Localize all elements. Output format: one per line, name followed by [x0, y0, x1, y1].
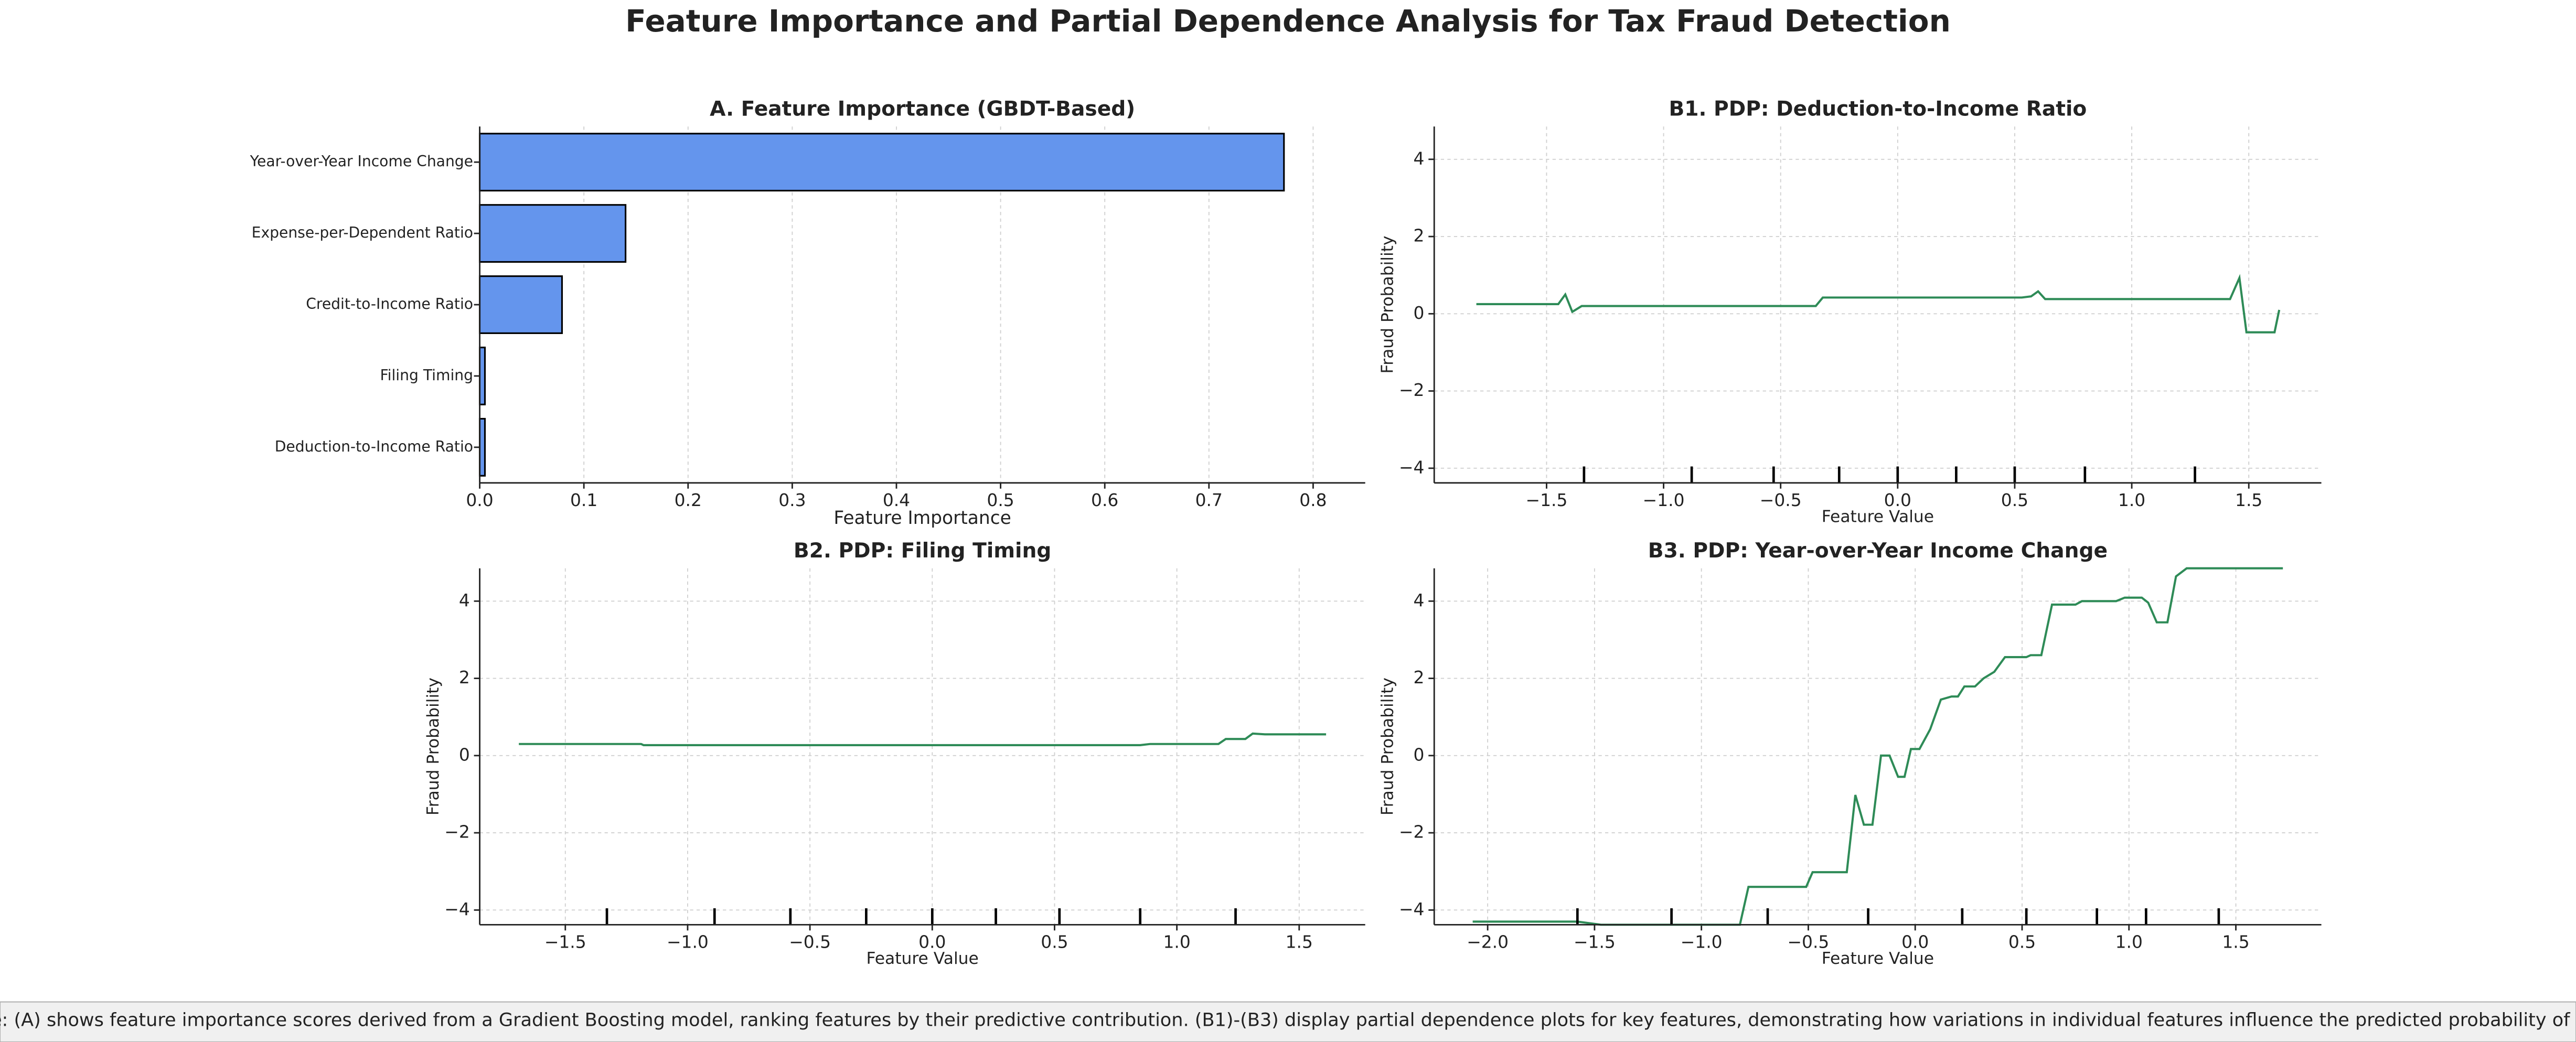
x-tick-label: 0.2 — [675, 490, 702, 510]
bar — [478, 133, 1285, 192]
bar — [478, 204, 627, 263]
x-axis-label: Feature Importance — [833, 508, 1011, 529]
x-tick-label: 0.6 — [1091, 490, 1118, 510]
panel-title: B2. PDP: Filing Timing — [794, 539, 1051, 563]
x-tick-label: 1.0 — [2118, 490, 2145, 510]
x-tick-label: 0.0 — [1884, 490, 1911, 510]
x-tick-label: 1.0 — [2115, 931, 2143, 952]
x-tick-label: 0.0 — [918, 931, 946, 952]
pdp-line — [1472, 567, 2283, 926]
x-tick-label: 1.5 — [2235, 490, 2262, 510]
x-axis-label: Feature Value — [1822, 508, 1934, 527]
y-tick-label: −2 — [1399, 822, 1424, 842]
caption-box — [0, 1001, 2576, 1042]
x-axis-label: Feature Value — [1822, 949, 1934, 968]
x-tick-label: 0.5 — [2001, 490, 2028, 510]
y-tick-label: −4 — [1399, 457, 1424, 477]
x-tick-label: −0.5 — [1788, 931, 1830, 952]
x-tick-label: −1.0 — [1643, 490, 1685, 510]
category-label: Credit-to-Income Ratio — [306, 295, 473, 313]
panel-title: B1. PDP: Deduction-to-Income Ratio — [1669, 97, 2087, 121]
pdp-line — [519, 732, 1327, 746]
x-tick-label: −1.0 — [667, 931, 709, 952]
x-tick-label: 0.5 — [1041, 931, 1068, 952]
y-tick-label: 0 — [1414, 744, 1425, 765]
x-tick-label: −1.5 — [1526, 490, 1568, 510]
category-label: Year-over-Year Income Change — [250, 153, 473, 170]
y-tick-label: −4 — [1399, 899, 1424, 919]
y-axis-label: Fraud Probability — [424, 678, 443, 815]
x-tick-label: −0.5 — [789, 931, 831, 952]
y-tick-label: 4 — [1414, 590, 1425, 610]
pdp-line — [1476, 274, 2281, 334]
x-tick-label: −0.5 — [1760, 490, 1802, 510]
figure-title: Feature Importance and Partial Dependenc… — [625, 3, 1951, 39]
category-label: Deduction-to-Income Ratio — [275, 438, 473, 455]
category-label: Filing Timing — [380, 367, 474, 384]
x-tick-label: 0.5 — [2008, 931, 2036, 952]
y-tick-label: 0 — [459, 744, 470, 765]
x-tick-label: 0.0 — [1901, 931, 1929, 952]
y-tick-label: −2 — [1399, 380, 1424, 400]
category-label: Expense-per-Dependent Ratio — [252, 224, 473, 241]
x-tick-label: 0.5 — [987, 490, 1014, 510]
y-tick-label: 2 — [1414, 225, 1425, 246]
panel-title: A. Feature Importance (GBDT-Based) — [710, 97, 1135, 121]
x-tick-label: 1.5 — [1286, 931, 1313, 952]
y-tick-label: 2 — [459, 667, 470, 687]
y-tick-label: 4 — [1414, 148, 1425, 168]
bar — [478, 347, 486, 405]
x-tick-label: 0.8 — [1299, 490, 1327, 510]
x-tick-label: 0.1 — [570, 490, 597, 510]
y-tick-label: 0 — [1414, 303, 1425, 323]
panel-title: B3. PDP: Year-over-Year Income Change — [1648, 539, 2108, 563]
y-tick-label: 4 — [459, 590, 470, 610]
y-tick-label: 2 — [1414, 667, 1425, 687]
x-tick-label: −2.0 — [1467, 931, 1509, 952]
figure-caption: Figure: (A) shows feature importance sco… — [0, 1009, 2576, 1031]
y-axis-label: Fraud Probability — [1378, 678, 1397, 815]
x-tick-label: −1.0 — [1681, 931, 1723, 952]
y-tick-label: −2 — [444, 822, 469, 842]
y-tick-label: −4 — [444, 899, 469, 919]
x-tick-label: 0.4 — [883, 490, 910, 510]
x-tick-label: 1.0 — [1163, 931, 1190, 952]
x-tick-label: 0.3 — [778, 490, 806, 510]
bar — [478, 275, 563, 334]
x-tick-label: 1.5 — [2222, 931, 2249, 952]
x-tick-label: −1.5 — [1574, 931, 1616, 952]
x-tick-label: 0.7 — [1195, 490, 1223, 510]
x-tick-label: 0.0 — [466, 490, 493, 510]
x-axis-label: Feature Value — [866, 949, 978, 968]
y-axis-label: Fraud Probability — [1378, 236, 1397, 374]
x-tick-label: −1.5 — [544, 931, 586, 952]
bar — [478, 417, 486, 477]
